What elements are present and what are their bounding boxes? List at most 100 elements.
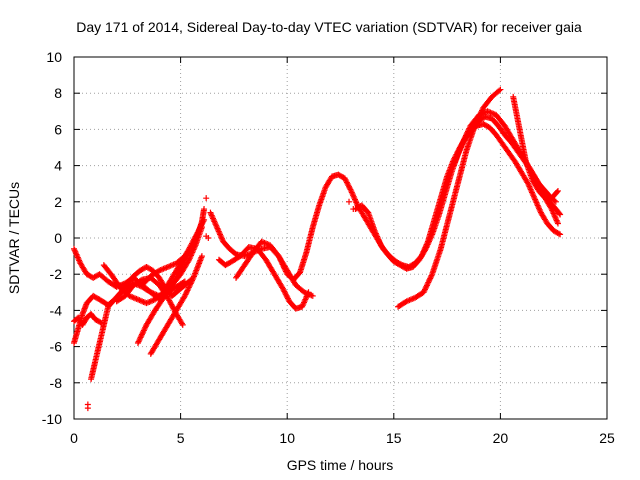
data-point xyxy=(186,283,193,290)
y-tick-label: 4 xyxy=(54,158,62,174)
series-trace-3 xyxy=(71,311,105,328)
y-tick-label: -8 xyxy=(50,375,63,391)
data-point xyxy=(557,211,564,218)
data-point xyxy=(140,328,147,335)
data-point xyxy=(463,131,470,138)
data-point xyxy=(462,133,469,140)
data-point xyxy=(497,86,504,93)
data-point xyxy=(136,337,143,344)
data-point xyxy=(205,235,212,241)
data-points xyxy=(71,86,564,412)
data-point xyxy=(190,244,197,251)
data-point xyxy=(459,140,466,147)
series-trace-5 xyxy=(100,216,208,307)
x-axis-label: GPS time / hours xyxy=(287,457,394,473)
series-trace-16 xyxy=(510,93,561,227)
data-point xyxy=(425,278,432,285)
data-point xyxy=(185,284,192,291)
series-trace-9 xyxy=(139,244,197,289)
series-trace-14 xyxy=(395,86,504,310)
data-point xyxy=(187,281,194,288)
data-point xyxy=(462,132,469,139)
data-point xyxy=(201,216,208,223)
data-point xyxy=(138,277,145,284)
data-point xyxy=(460,138,467,145)
data-point xyxy=(554,188,561,195)
data-point xyxy=(187,280,194,287)
axis-ticks xyxy=(73,56,608,420)
data-point xyxy=(141,326,148,333)
data-point xyxy=(466,125,473,132)
data-point xyxy=(496,87,503,94)
data-point xyxy=(421,287,428,294)
x-tick-label: 5 xyxy=(177,430,185,446)
data-point xyxy=(140,327,147,334)
data-point xyxy=(461,135,468,142)
series-trace-11 xyxy=(215,244,312,312)
series-outliers xyxy=(84,195,357,412)
plot-frame xyxy=(73,56,608,420)
data-point xyxy=(554,187,561,194)
data-point xyxy=(136,335,143,342)
y-tick-label: -10 xyxy=(42,411,62,427)
x-tick-label: 10 xyxy=(279,430,295,446)
data-point xyxy=(146,288,153,295)
data-point xyxy=(134,339,141,346)
data-point xyxy=(422,285,429,292)
data-point xyxy=(346,198,353,205)
x-tick-label: 25 xyxy=(599,430,615,446)
data-point xyxy=(557,231,564,238)
data-point xyxy=(420,289,427,296)
data-point xyxy=(203,195,210,202)
data-point xyxy=(552,198,559,205)
data-point xyxy=(179,321,186,328)
data-point xyxy=(178,320,185,327)
y-tick-label: 0 xyxy=(54,230,62,246)
data-point xyxy=(189,245,196,252)
data-point xyxy=(460,136,467,143)
data-point xyxy=(182,291,189,298)
data-point xyxy=(84,405,91,412)
data-point xyxy=(350,206,357,213)
y-tick-labels: -10 -8 -6 -4 -2 0 2 4 6 8 10 xyxy=(42,49,62,427)
data-point xyxy=(137,334,144,341)
y-tick-label: 6 xyxy=(54,121,62,137)
data-point xyxy=(423,283,430,290)
data-point xyxy=(421,286,428,293)
y-axis-label: SDTVAR / TECUs xyxy=(6,182,22,294)
data-point xyxy=(189,277,196,284)
data-point xyxy=(551,197,558,204)
y-tick-label: -4 xyxy=(50,302,63,318)
data-point xyxy=(135,338,142,345)
y-tick-label: 8 xyxy=(54,85,62,101)
data-point xyxy=(426,276,433,283)
data-point xyxy=(554,220,561,227)
data-point xyxy=(425,279,432,286)
series-trace-8 xyxy=(147,253,205,357)
data-point xyxy=(188,278,195,285)
data-point xyxy=(139,330,146,337)
y-tick-label: -6 xyxy=(50,339,63,355)
data-point xyxy=(424,280,431,287)
series-trace-7 xyxy=(134,224,205,346)
grid-lines xyxy=(74,57,607,419)
series-trace-12 xyxy=(233,238,316,299)
data-point xyxy=(402,299,409,306)
data-point xyxy=(459,139,466,146)
series-trace-13 xyxy=(352,120,564,272)
data-point xyxy=(464,129,471,136)
x-tick-label: 20 xyxy=(493,430,509,446)
data-point xyxy=(465,126,472,133)
data-point xyxy=(184,287,191,294)
data-point xyxy=(142,324,149,331)
data-point xyxy=(464,128,471,135)
y-tick-label: 2 xyxy=(54,194,62,210)
x-tick-label: 15 xyxy=(386,430,402,446)
data-point xyxy=(198,253,205,260)
series-trace-17 xyxy=(535,180,561,202)
y-tick-label: 10 xyxy=(46,49,62,65)
data-point xyxy=(309,292,316,299)
data-point xyxy=(555,230,562,237)
data-point xyxy=(183,288,190,295)
